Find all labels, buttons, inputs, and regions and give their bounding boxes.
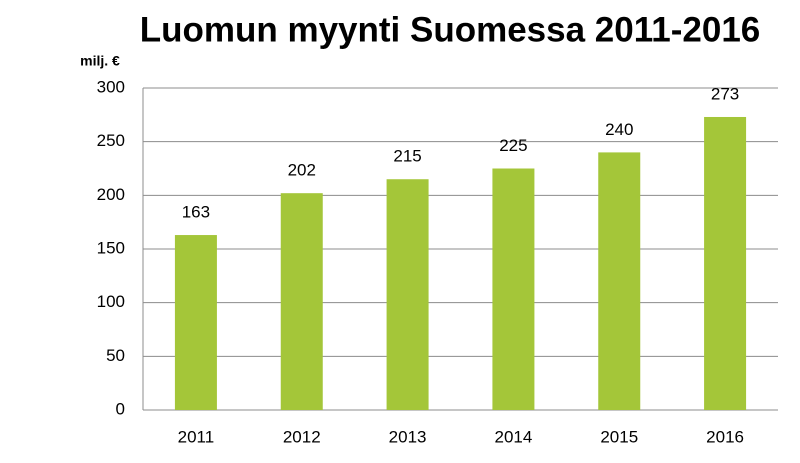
bar [386, 179, 429, 410]
y-tick-label: 100 [97, 292, 125, 311]
bar [280, 193, 323, 410]
y-tick-label: 300 [97, 77, 125, 96]
bar [598, 152, 641, 410]
x-tick-label: 2016 [706, 427, 744, 446]
x-tick-label: 2011 [178, 427, 215, 446]
data-label: 225 [499, 136, 527, 155]
y-tick-label: 50 [106, 346, 125, 365]
x-tick-label: 2013 [389, 427, 427, 446]
bar [174, 235, 217, 410]
bar [492, 168, 535, 410]
bar [704, 116, 747, 410]
chart-title: Luomun myynti Suomessa 2011-2016 [140, 10, 761, 49]
data-label: 202 [288, 161, 316, 180]
y-tick-label: 150 [97, 238, 125, 257]
x-tick-label: 2014 [495, 427, 533, 446]
y-tick-label: 0 [116, 399, 125, 418]
data-label: 215 [393, 147, 421, 166]
x-tick-label: 2012 [283, 427, 321, 446]
data-label: 273 [711, 84, 739, 103]
y-tick-label: 250 [97, 131, 125, 150]
y-tick-label: 200 [97, 185, 125, 204]
data-label: 240 [605, 120, 633, 139]
x-tick-label: 2015 [600, 427, 638, 446]
y-axis-label: milj. € [80, 53, 120, 69]
data-label: 163 [182, 203, 210, 222]
